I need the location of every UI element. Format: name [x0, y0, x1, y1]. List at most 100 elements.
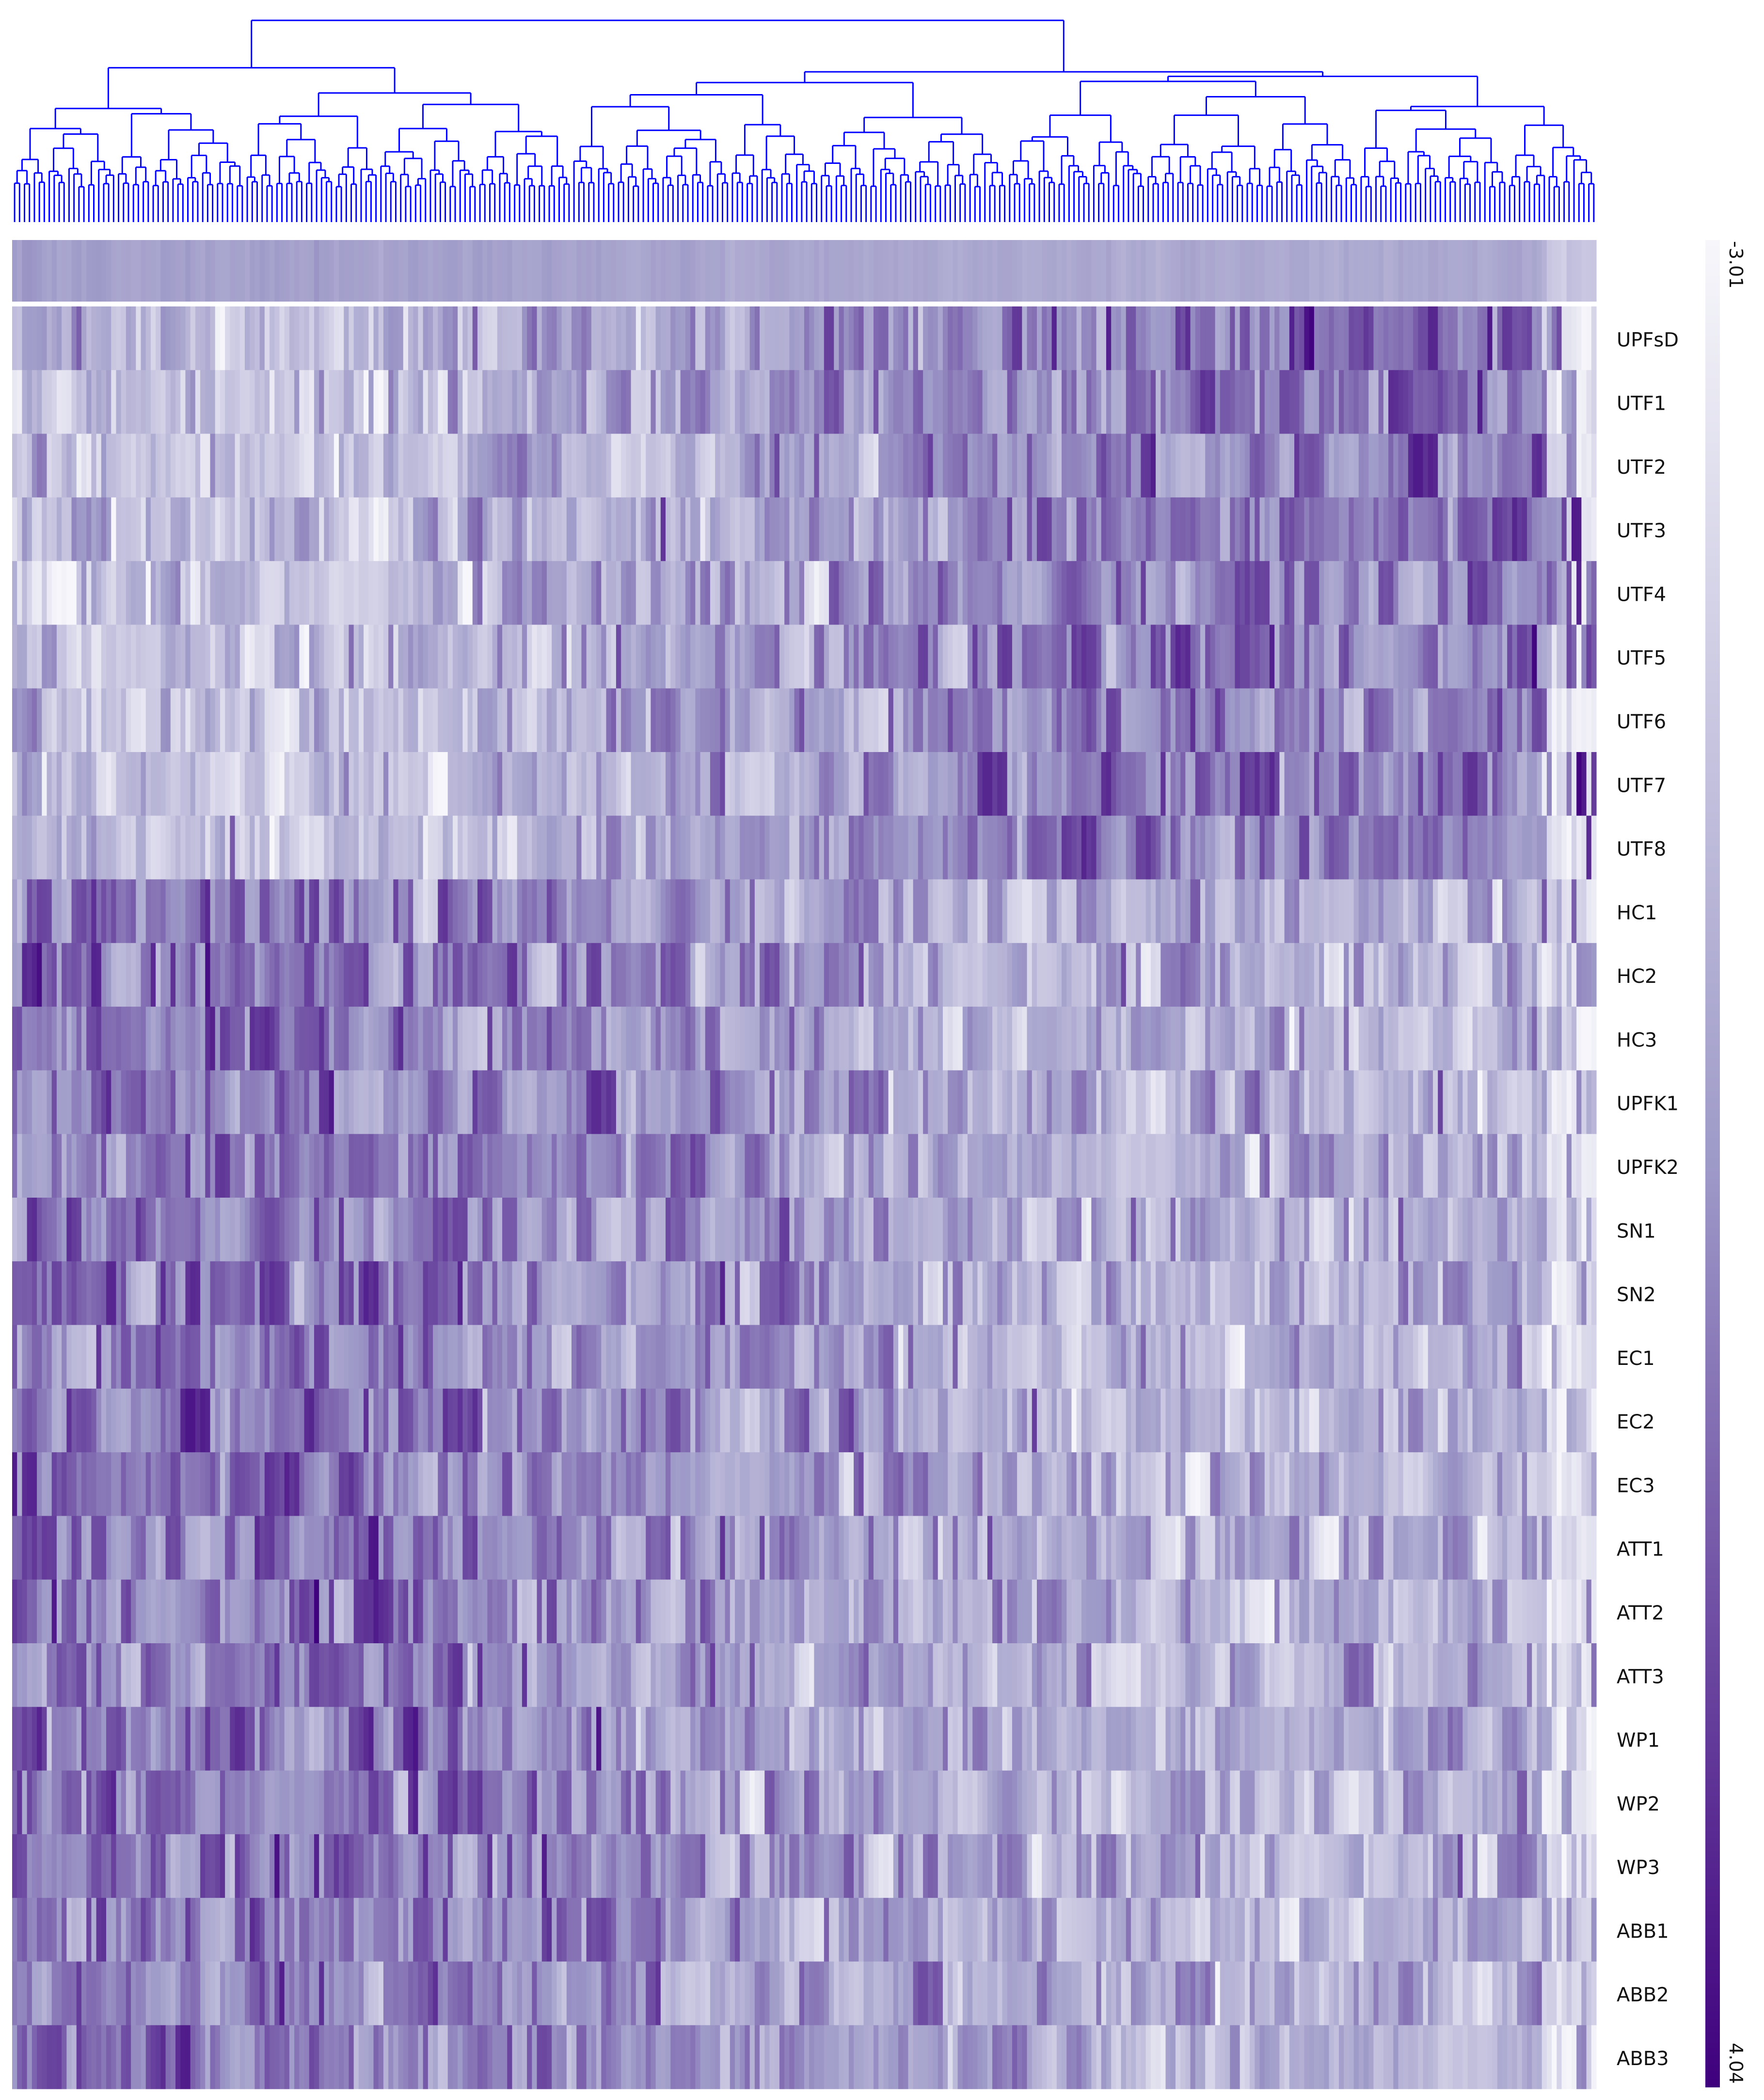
- heatmap-cell: [1309, 433, 1315, 498]
- heatmap-cell: [170, 433, 176, 498]
- heatmap-cell: [1403, 943, 1409, 1007]
- heatmap-cell: [447, 816, 453, 880]
- heatmap-cell: [908, 879, 914, 944]
- heatmap-cell: [339, 306, 344, 370]
- heatmap-cell: [462, 625, 468, 689]
- heatmap-cell: [244, 943, 250, 1007]
- heatmap-cell: [1542, 306, 1547, 370]
- summary-cell: [1398, 240, 1404, 302]
- heatmap-cell: [873, 497, 879, 561]
- heatmap-cell: [537, 816, 542, 880]
- heatmap-cell: [878, 1007, 884, 1071]
- heatmap-cell: [1007, 752, 1013, 816]
- heatmap-cell: [279, 370, 285, 434]
- heatmap-cell: [1373, 561, 1379, 625]
- heatmap-cell: [918, 497, 923, 561]
- heatmap-cell: [586, 433, 592, 498]
- heatmap-cell: [1170, 433, 1176, 498]
- heatmap-cell: [254, 625, 260, 689]
- heatmap-cell: [863, 752, 869, 816]
- heatmap-cell: [1482, 688, 1488, 753]
- heatmap-cell: [408, 625, 413, 689]
- summary-cell: [1338, 240, 1344, 302]
- heatmap-cell: [1076, 561, 1082, 625]
- heatmap-cell: [458, 497, 463, 561]
- heatmap-cell: [250, 625, 255, 689]
- heatmap-cell: [725, 688, 731, 753]
- heatmap-cell: [1353, 752, 1359, 816]
- heatmap-cell: [720, 497, 726, 561]
- heatmap-cell: [1007, 943, 1013, 1007]
- heatmap-cell: [472, 688, 478, 753]
- summary-cell: [141, 240, 146, 302]
- summary-cell: [447, 240, 453, 302]
- heatmap-cell: [1383, 879, 1389, 944]
- heatmap-cell: [928, 433, 934, 498]
- heatmap-cell: [1388, 752, 1394, 816]
- heatmap-cell: [1591, 370, 1597, 434]
- summary-cell: [1156, 240, 1161, 302]
- heatmap-cell: [705, 943, 711, 1007]
- heatmap-cell: [1393, 816, 1399, 880]
- heatmap-cell: [190, 688, 196, 753]
- heatmap-cell: [126, 1007, 131, 1071]
- heatmap-cell: [502, 1007, 508, 1071]
- heatmap-cell: [126, 306, 131, 370]
- heatmap-cell: [1017, 688, 1022, 753]
- summary-cell: [136, 240, 142, 302]
- heatmap-cell: [175, 561, 181, 625]
- heatmap-cell: [141, 561, 146, 625]
- heatmap-cell: [145, 306, 151, 370]
- heatmap-cell: [156, 879, 161, 944]
- heatmap-cell: [1344, 433, 1349, 498]
- heatmap-cell: [368, 688, 374, 753]
- heatmap-cell: [1542, 752, 1547, 816]
- heatmap-cell: [908, 752, 914, 816]
- heatmap-cell: [1428, 816, 1433, 880]
- heatmap-cell: [477, 752, 483, 816]
- heatmap-cell: [626, 625, 632, 689]
- heatmap-cell: [779, 370, 785, 434]
- heatmap-cell: [948, 879, 953, 944]
- heatmap-cell: [878, 497, 884, 561]
- heatmap-cell: [898, 370, 904, 434]
- heatmap-cell: [1032, 433, 1037, 498]
- heatmap-cell: [408, 497, 413, 561]
- heatmap-cell: [141, 752, 146, 816]
- heatmap-cell: [1190, 943, 1196, 1007]
- heatmap-cell: [467, 433, 473, 498]
- heatmap-cell: [834, 625, 840, 689]
- heatmap-cell: [71, 306, 77, 370]
- heatmap-cell: [626, 1007, 632, 1071]
- summary-cell: [1180, 240, 1186, 302]
- heatmap-cell: [378, 1007, 384, 1071]
- heatmap-cell: [1447, 370, 1453, 434]
- heatmap-cell: [675, 433, 681, 498]
- heatmap-cell: [858, 752, 864, 816]
- heatmap-cell: [507, 688, 513, 753]
- heatmap-cell: [42, 370, 48, 434]
- summary-cell: [1329, 240, 1335, 302]
- heatmap-cell: [1349, 816, 1354, 880]
- heatmap-cell: [556, 943, 562, 1007]
- heatmap-cell: [66, 816, 72, 880]
- heatmap-cell: [928, 879, 934, 944]
- heatmap-cell: [576, 433, 582, 498]
- heatmap-cell: [784, 688, 790, 753]
- heatmap-cell: [1264, 879, 1270, 944]
- heatmap-cell: [1230, 625, 1236, 689]
- heatmap-cell: [1160, 370, 1166, 434]
- heatmap-cell: [982, 943, 988, 1007]
- heatmap-cell: [17, 752, 23, 816]
- heatmap-cell: [824, 561, 829, 625]
- heatmap-cell: [1432, 370, 1438, 434]
- summary-cell: [611, 240, 617, 302]
- heatmap-cell: [1240, 306, 1245, 370]
- summary-cell: [334, 240, 339, 302]
- heatmap-cell: [1126, 370, 1131, 434]
- heatmap-cell: [56, 306, 62, 370]
- heatmap-cell: [829, 433, 834, 498]
- summary-cell: [1552, 240, 1557, 302]
- heatmap-cell: [1126, 433, 1131, 498]
- heatmap-cell: [948, 625, 953, 689]
